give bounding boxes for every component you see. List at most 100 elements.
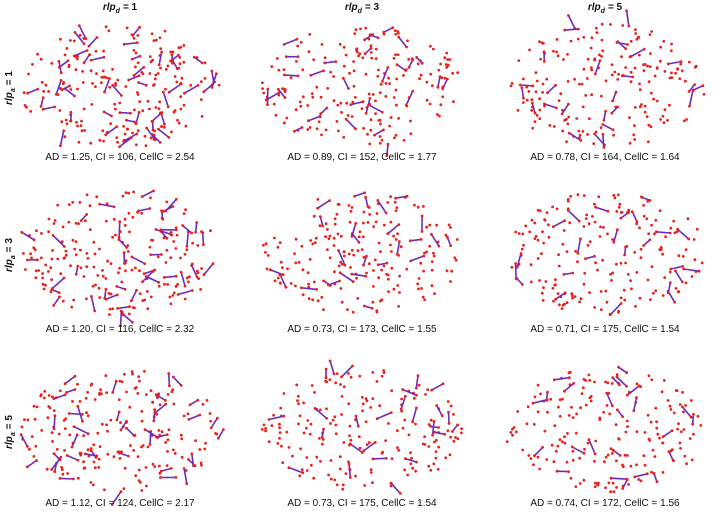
dot: [294, 261, 298, 265]
dot: [138, 292, 142, 295]
dot: [166, 450, 169, 453]
dot: [367, 103, 370, 107]
edge: [381, 67, 389, 82]
edge: [662, 429, 673, 438]
dot: [696, 414, 700, 418]
dot: [682, 267, 685, 271]
dot: [655, 420, 658, 424]
dot: [65, 47, 69, 50]
dot: [398, 491, 402, 495]
dot: [373, 441, 377, 444]
dot: [667, 450, 671, 454]
dot: [158, 464, 161, 468]
dot: [530, 98, 534, 102]
dot: [694, 65, 697, 69]
dot: [569, 194, 573, 198]
dot: [530, 101, 534, 105]
dot: [604, 380, 607, 384]
dot: [541, 82, 545, 86]
dot: [605, 300, 609, 304]
dot: [441, 87, 445, 91]
dot: [543, 102, 546, 106]
dot: [281, 273, 285, 277]
dot: [342, 45, 346, 49]
edge: [544, 103, 557, 109]
dot: [388, 124, 391, 128]
panel: [261, 26, 459, 158]
dot: [532, 463, 535, 467]
dot: [516, 410, 520, 413]
dot: [360, 451, 364, 454]
dot: [357, 435, 361, 439]
dot: [438, 75, 442, 78]
panel-caption: AD = 0.78, CI = 164, CellC = 1.64: [530, 152, 680, 163]
dot: [603, 460, 606, 464]
dot: [185, 244, 189, 248]
dot: [340, 111, 343, 114]
dot: [85, 252, 89, 255]
edge: [577, 238, 582, 254]
dot: [565, 460, 569, 464]
edge: [26, 459, 38, 468]
dot: [538, 467, 542, 471]
dot: [320, 43, 324, 46]
dot: [524, 224, 528, 228]
dot: [363, 484, 367, 487]
edge: [189, 399, 199, 406]
dot: [293, 252, 296, 256]
dot: [376, 74, 380, 78]
dot: [26, 418, 30, 422]
dot: [164, 398, 167, 402]
edge: [533, 446, 544, 457]
dot: [629, 279, 632, 282]
edge: [167, 373, 171, 386]
dot: [342, 64, 346, 68]
dot: [349, 375, 353, 379]
dot: [648, 199, 652, 202]
dot: [635, 37, 639, 41]
dot: [46, 416, 50, 420]
dot: [148, 55, 152, 58]
edge: [395, 195, 408, 199]
dot: [441, 95, 445, 99]
dot: [510, 427, 514, 431]
dot: [78, 33, 82, 37]
edge: [531, 102, 536, 114]
dot: [179, 95, 183, 99]
dot: [433, 292, 436, 295]
dot: [134, 474, 138, 478]
edge: [340, 365, 354, 378]
dot: [154, 73, 158, 77]
dot: [336, 202, 340, 206]
dot: [305, 426, 308, 430]
dot: [365, 443, 369, 446]
dot: [103, 90, 106, 94]
dot: [315, 127, 319, 131]
dot: [533, 237, 537, 241]
dot: [659, 45, 663, 49]
edge: [620, 211, 630, 219]
dot: [149, 196, 152, 200]
dot: [279, 406, 283, 410]
dot: [521, 101, 525, 104]
edge: [516, 253, 522, 268]
dot: [589, 399, 593, 403]
dot: [581, 105, 585, 109]
dot: [612, 193, 616, 197]
dot: [141, 72, 145, 76]
edge: [693, 84, 704, 91]
dot: [76, 404, 80, 408]
dot: [187, 280, 190, 284]
dot: [27, 72, 30, 76]
dot: [140, 445, 143, 449]
dot: [124, 85, 128, 88]
dot: [678, 77, 682, 81]
dot: [362, 304, 366, 308]
dot: [554, 278, 557, 282]
edge: [308, 115, 321, 122]
dot: [386, 66, 390, 69]
dot: [166, 283, 170, 286]
dot: [341, 487, 345, 491]
dot: [138, 269, 141, 273]
dot: [57, 432, 61, 436]
